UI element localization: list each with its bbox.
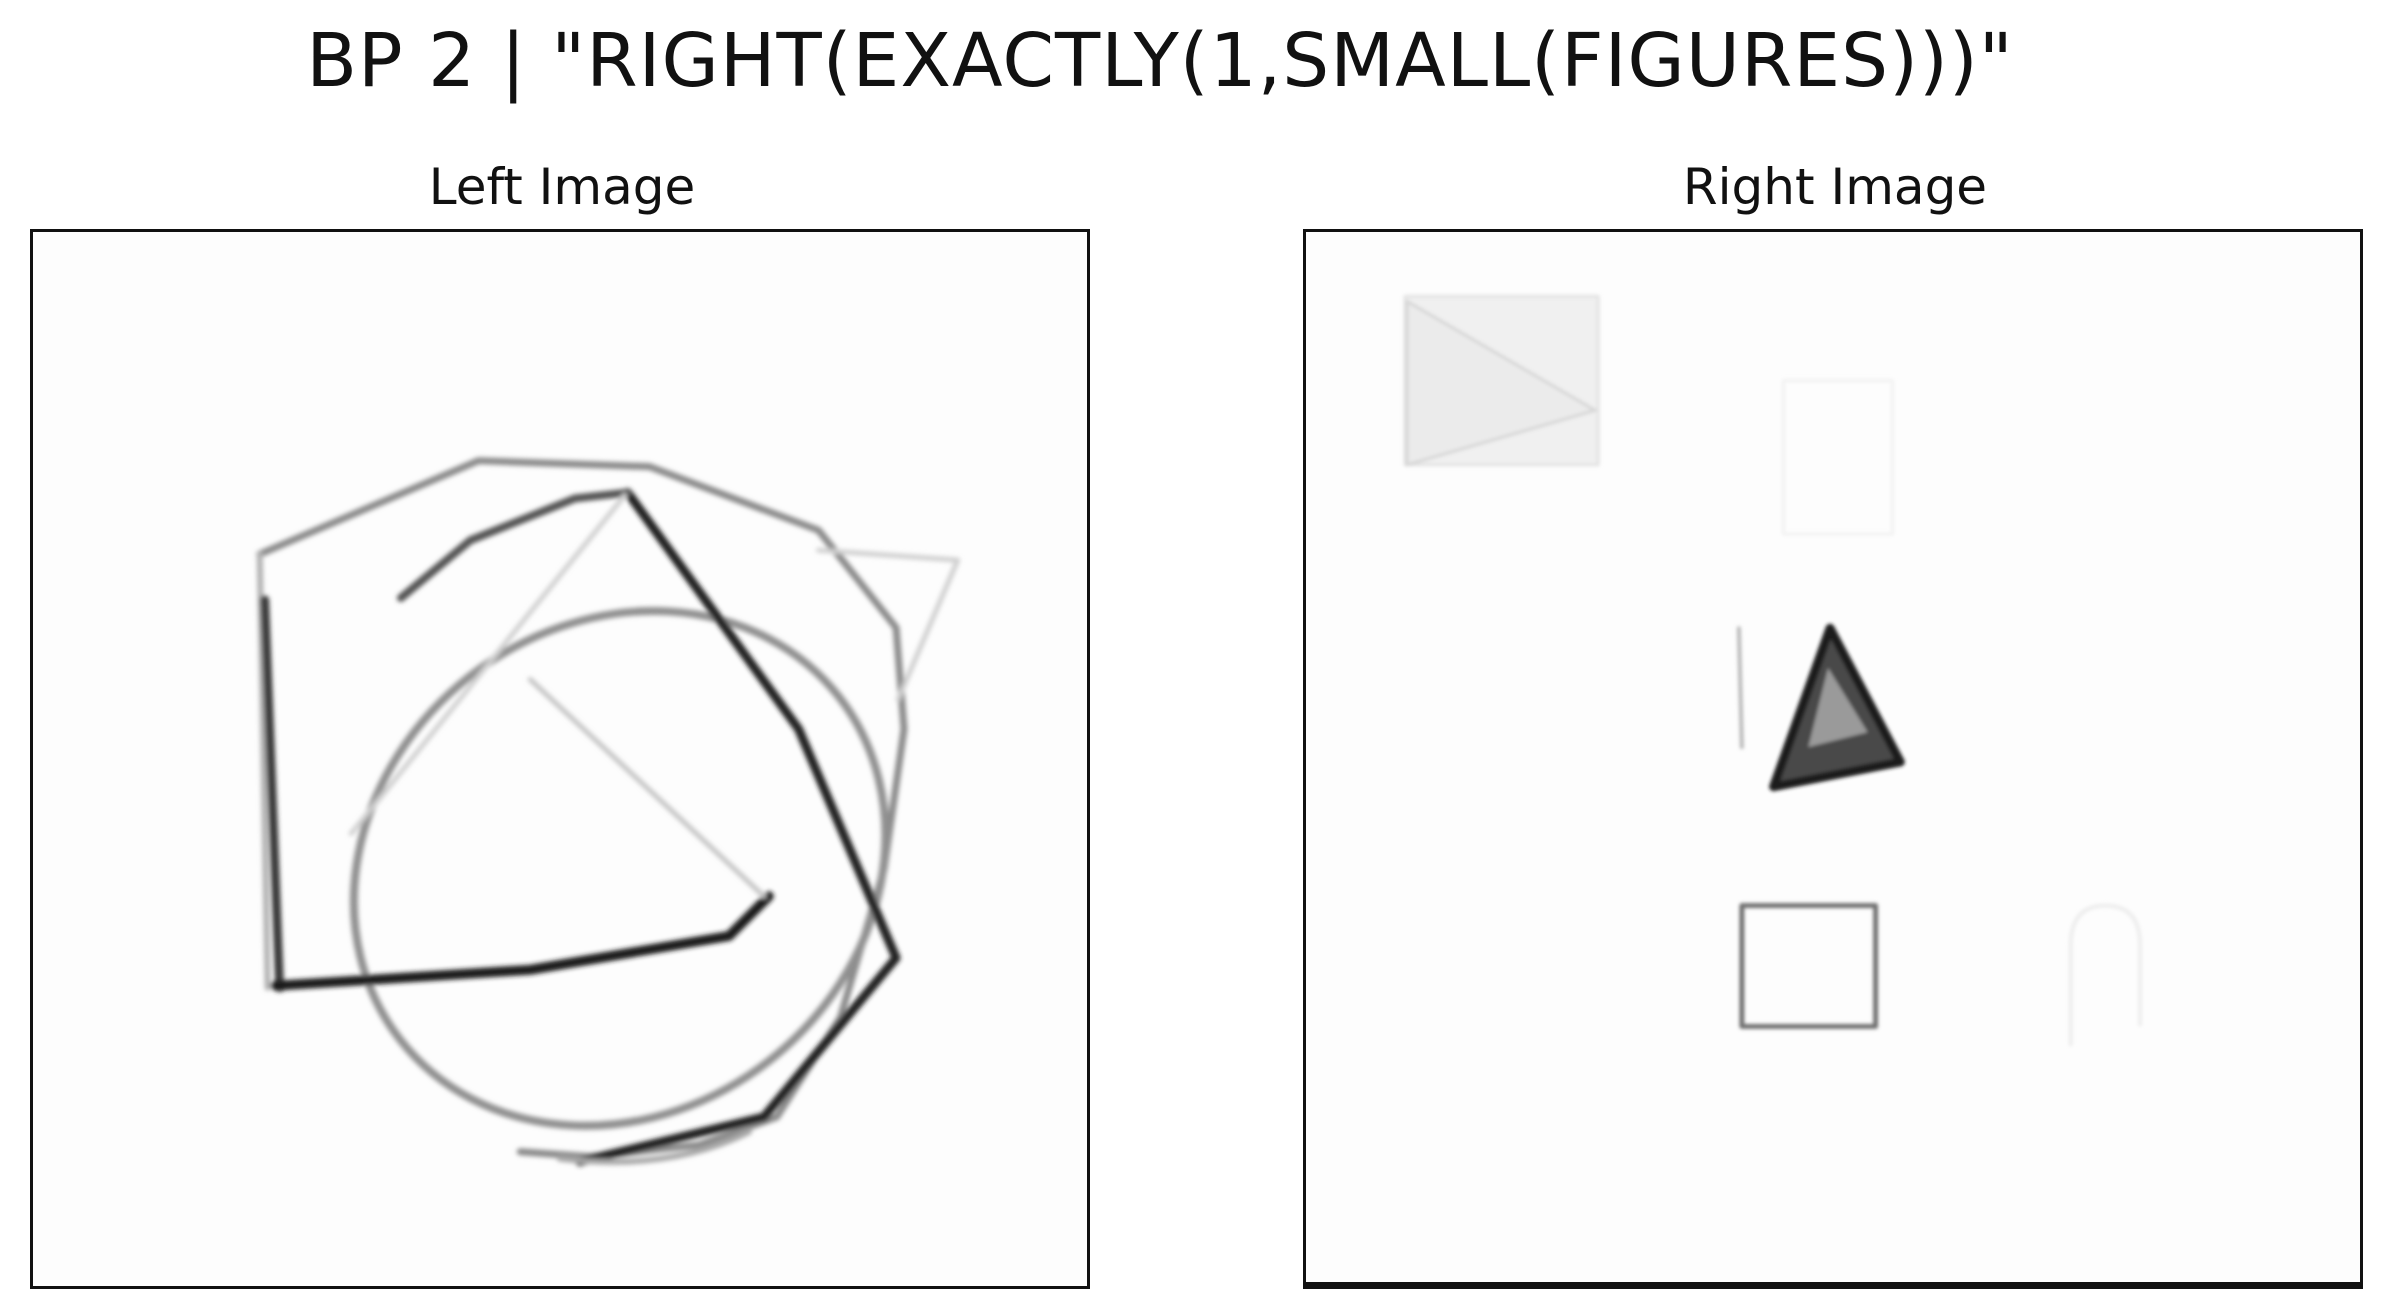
ellipse-outline bbox=[349, 607, 890, 1130]
dark-quadrilateral-outline bbox=[575, 488, 901, 1167]
faint-lower-arc bbox=[557, 1128, 752, 1165]
left-image-drawing bbox=[256, 457, 961, 1167]
dark-quadrilateral-edge bbox=[396, 488, 632, 602]
grey-square-outline bbox=[1739, 903, 1879, 1029]
faint-diagonal-1 bbox=[348, 493, 628, 837]
faint-triangle-top-left bbox=[1405, 299, 1597, 467]
dark-bottom-edge bbox=[270, 891, 774, 991]
left-panel-title: Left Image bbox=[428, 158, 696, 216]
faint-shape-top-center bbox=[1781, 379, 1894, 536]
figure-title: BP 2 | "RIGHT(EXACTLY(1,SMALL(FIGURES)))… bbox=[306, 18, 2014, 104]
faint-right-triangle bbox=[816, 547, 961, 702]
faint-vertical-line bbox=[1736, 626, 1744, 750]
large-polygon-outline-left-edge bbox=[256, 551, 271, 991]
dark-triangle-highlight bbox=[1808, 667, 1868, 748]
faint-diagonal-2 bbox=[527, 676, 767, 899]
left-image-panel bbox=[30, 229, 1090, 1289]
right-image-panel bbox=[1303, 229, 2363, 1289]
right-image-drawing bbox=[1403, 294, 2143, 1047]
right-panel-title: Right Image bbox=[1682, 158, 1988, 216]
large-polygon-outline bbox=[256, 457, 908, 1161]
faint-arch-shape bbox=[2068, 903, 2143, 1047]
